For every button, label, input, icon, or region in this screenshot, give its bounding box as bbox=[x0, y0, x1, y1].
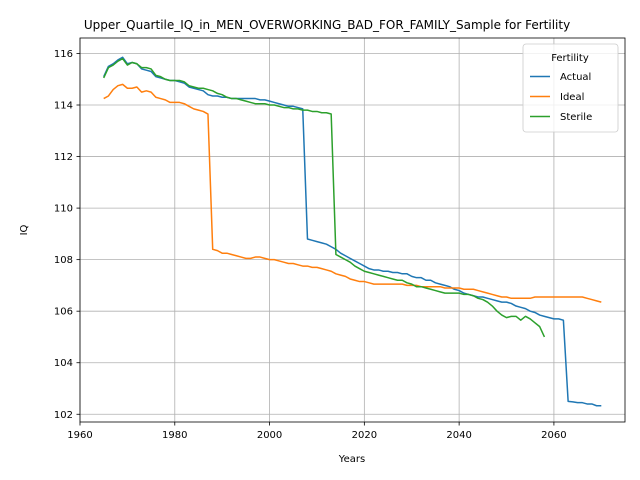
legend-title: Fertility bbox=[551, 53, 589, 64]
plot-area-frame bbox=[79, 37, 626, 423]
y-axis: 102 104 106 108 110 112 114 116 bbox=[54, 49, 80, 421]
legend-box bbox=[522, 43, 619, 133]
y-tick-label: 102 bbox=[54, 410, 73, 421]
x-axis-label: Years bbox=[338, 454, 365, 465]
series-lines bbox=[103, 56, 602, 407]
y-tick-label: 108 bbox=[54, 255, 73, 266]
chart-title: Upper_Quartile_IQ_in_MEN_OVERWORKING_BAD… bbox=[84, 18, 570, 32]
x-tick-label: 1960 bbox=[67, 430, 92, 441]
series-line-ideal bbox=[103, 83, 602, 303]
series-line-sterile bbox=[103, 57, 546, 338]
y-tick-label: 114 bbox=[54, 101, 73, 112]
y-tick-label: 112 bbox=[54, 152, 73, 163]
y-tick-label: 116 bbox=[54, 49, 73, 60]
x-tick-label: 2060 bbox=[541, 430, 566, 441]
y-tick-label: 106 bbox=[54, 307, 73, 318]
x-tick-label: 2020 bbox=[352, 430, 377, 441]
y-tick-label: 104 bbox=[54, 358, 73, 369]
y-tick-label: 110 bbox=[54, 204, 73, 215]
x-tick-label: 1980 bbox=[162, 430, 187, 441]
legend: Fertility Actual Ideal Sterile bbox=[522, 43, 619, 133]
series-line-actual bbox=[103, 56, 602, 407]
legend-items: Actual Ideal Sterile bbox=[530, 72, 592, 123]
y-axis-label: IQ bbox=[19, 224, 30, 235]
legend-label-ideal: Ideal bbox=[560, 92, 584, 103]
x-tick-label: 2000 bbox=[257, 430, 282, 441]
legend-label-actual: Actual bbox=[560, 72, 591, 83]
x-axis: 1960 1980 2000 2020 2040 2060 bbox=[67, 422, 567, 441]
legend-label-sterile: Sterile bbox=[560, 112, 592, 123]
x-tick-label: 2040 bbox=[446, 430, 471, 441]
